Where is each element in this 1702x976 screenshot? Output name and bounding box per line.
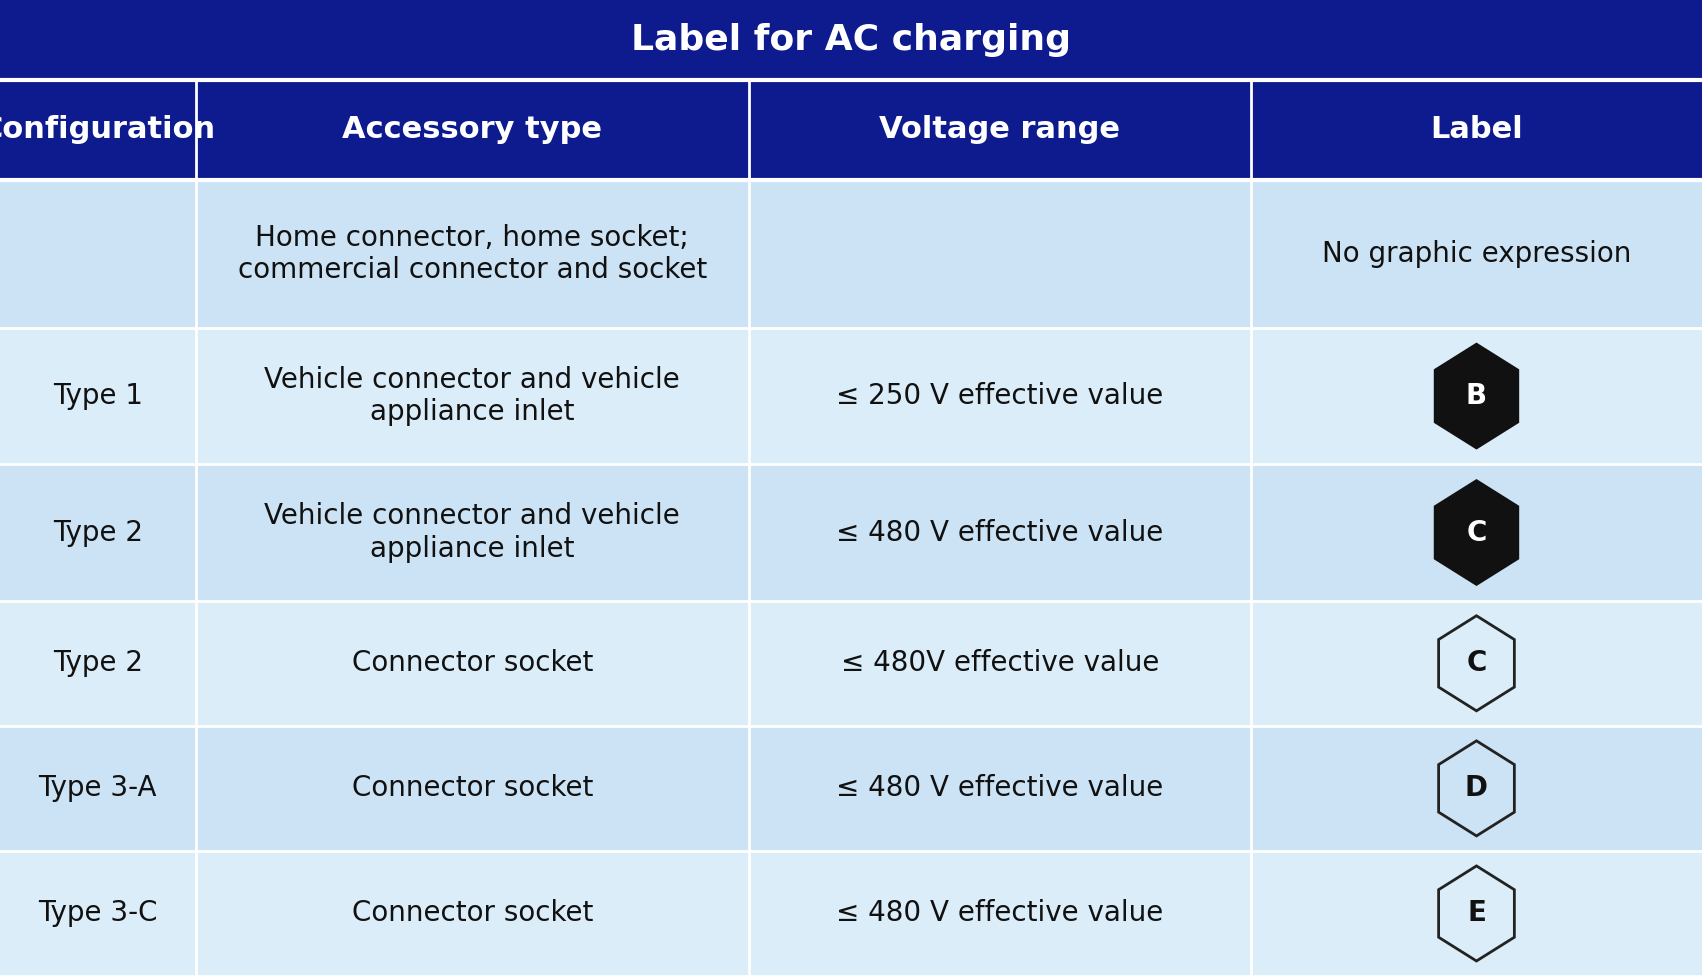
Polygon shape — [1435, 345, 1518, 448]
Text: ≤ 480 V effective value: ≤ 480 V effective value — [836, 518, 1164, 547]
Polygon shape — [1438, 866, 1515, 961]
Text: Label for AC charging: Label for AC charging — [631, 23, 1071, 57]
Text: Voltage range: Voltage range — [880, 115, 1120, 144]
Bar — [0, 601, 1702, 726]
Text: Home connector, home socket;
commercial connector and socket: Home connector, home socket; commercial … — [238, 224, 706, 284]
Text: Connector socket: Connector socket — [352, 649, 592, 677]
Text: B: B — [1465, 382, 1488, 410]
Text: E: E — [1467, 900, 1486, 927]
Text: D: D — [1465, 774, 1488, 802]
Text: Vehicle connector and vehicle
appliance inlet: Vehicle connector and vehicle appliance … — [264, 366, 681, 427]
Text: Vehicle connector and vehicle
appliance inlet: Vehicle connector and vehicle appliance … — [264, 503, 681, 563]
Text: Type 2: Type 2 — [53, 649, 143, 677]
Text: ≤ 250 V effective value: ≤ 250 V effective value — [836, 382, 1164, 410]
Text: C: C — [1467, 649, 1486, 677]
Bar — [0, 726, 1702, 851]
Text: Type 1: Type 1 — [53, 382, 143, 410]
Text: Type 2: Type 2 — [53, 518, 143, 547]
Text: Type 3-A: Type 3-A — [39, 774, 157, 802]
Text: Accessory type: Accessory type — [342, 115, 603, 144]
Text: ≤ 480 V effective value: ≤ 480 V effective value — [836, 900, 1164, 927]
Bar — [0, 465, 1702, 601]
Bar — [0, 851, 1702, 976]
Text: Configuration: Configuration — [0, 115, 216, 144]
Text: Connector socket: Connector socket — [352, 774, 592, 802]
Text: C: C — [1467, 518, 1486, 547]
Text: Label: Label — [1430, 115, 1523, 144]
Text: Connector socket: Connector socket — [352, 900, 592, 927]
Text: ≤ 480 V effective value: ≤ 480 V effective value — [836, 774, 1164, 802]
Polygon shape — [1438, 616, 1515, 711]
Polygon shape — [1438, 741, 1515, 835]
Text: No graphic expression: No graphic expression — [1322, 240, 1631, 268]
Polygon shape — [1435, 480, 1518, 585]
Bar — [0, 328, 1702, 465]
Text: ≤ 480V effective value: ≤ 480V effective value — [841, 649, 1159, 677]
Bar — [0, 0, 1702, 80]
Bar — [0, 180, 1702, 328]
Bar — [0, 80, 1702, 180]
Text: Type 3-C: Type 3-C — [37, 900, 158, 927]
